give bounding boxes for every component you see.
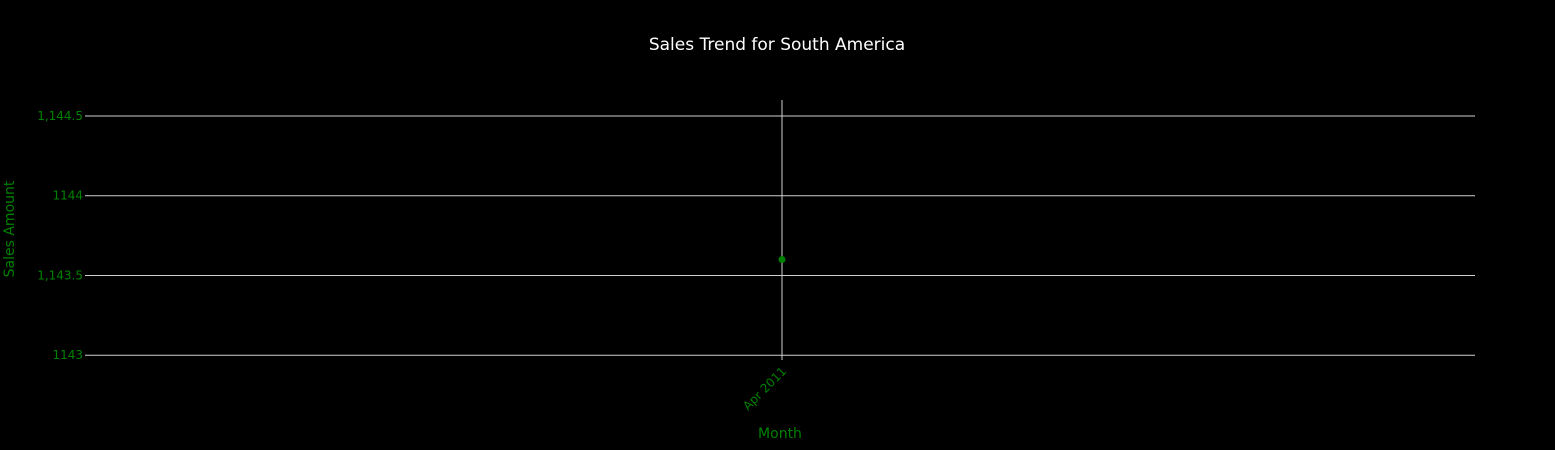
x-axis-ticks: Apr 2011 (740, 364, 789, 413)
data-point[interactable] (778, 256, 786, 264)
data-points (778, 256, 786, 264)
y-axis-title: Sales Amount (2, 180, 18, 277)
y-tick-label: 1,144.5 (37, 109, 83, 123)
grid-lines (85, 100, 1475, 360)
y-tick-label: 1143 (52, 348, 83, 362)
x-axis-title: Month (758, 426, 802, 442)
y-axis-ticks: 1143 1,143.5 1144 1,144.5 (37, 109, 83, 362)
chart-title: Sales Trend for South America (649, 35, 905, 55)
x-tick-label: Apr 2011 (740, 364, 789, 413)
y-tick-label: 1144 (52, 189, 83, 203)
y-tick-label: 1,143.5 (37, 268, 83, 282)
